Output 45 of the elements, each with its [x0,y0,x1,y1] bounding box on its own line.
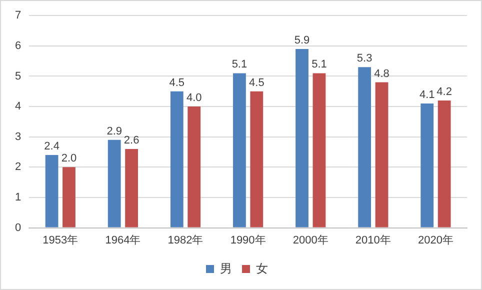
data-label: 2.9 [106,125,122,138]
x-tick-label: 2010年 [355,234,391,246]
y-tick-label: 0 [14,222,22,234]
bar [125,148,138,228]
data-label: 5.9 [294,34,310,46]
data-label: 2.6 [124,134,140,147]
data-label: 5.1 [312,58,327,71]
data-label: 4.2 [436,86,452,98]
data-label: 5.3 [356,52,372,65]
bar [312,73,326,228]
y-tick-label: 7 [14,10,22,22]
data-label: 4.1 [419,89,435,102]
bar [45,155,58,228]
bar [375,82,388,228]
y-tick-label: 6 [14,40,22,52]
bar [250,91,264,228]
data-label: 4.0 [186,92,202,104]
bar [62,167,76,228]
data-label: 2.4 [44,140,60,153]
x-tick-label: 2000年 [292,234,328,246]
bar [438,100,451,228]
legend-label: 女 [256,261,268,276]
bar [108,140,121,228]
legend-label: 男 [220,261,232,276]
data-label: 2.0 [61,152,77,165]
data-label: 5.1 [232,58,248,71]
data-label: 4.5 [249,76,264,89]
y-tick-label: 2 [14,161,22,174]
x-tick-label: 1990年 [230,234,266,246]
y-tick-label: 5 [14,70,22,82]
bar [296,48,308,228]
bar [420,104,434,228]
bar [170,91,184,228]
data-label: 4.5 [169,76,185,89]
y-tick-label: 1 [14,192,22,204]
x-tick-label: 1953年 [42,234,78,246]
y-tick-label: 3 [14,130,22,143]
x-tick-label: 1982年 [168,234,204,246]
x-tick-label: 2020年 [418,234,454,246]
bar [358,67,372,228]
data-label: 4.8 [374,68,390,80]
bar [188,106,201,228]
x-tick-label: 1964年 [105,234,141,246]
y-tick-label: 4 [14,100,22,113]
bar [233,73,246,228]
